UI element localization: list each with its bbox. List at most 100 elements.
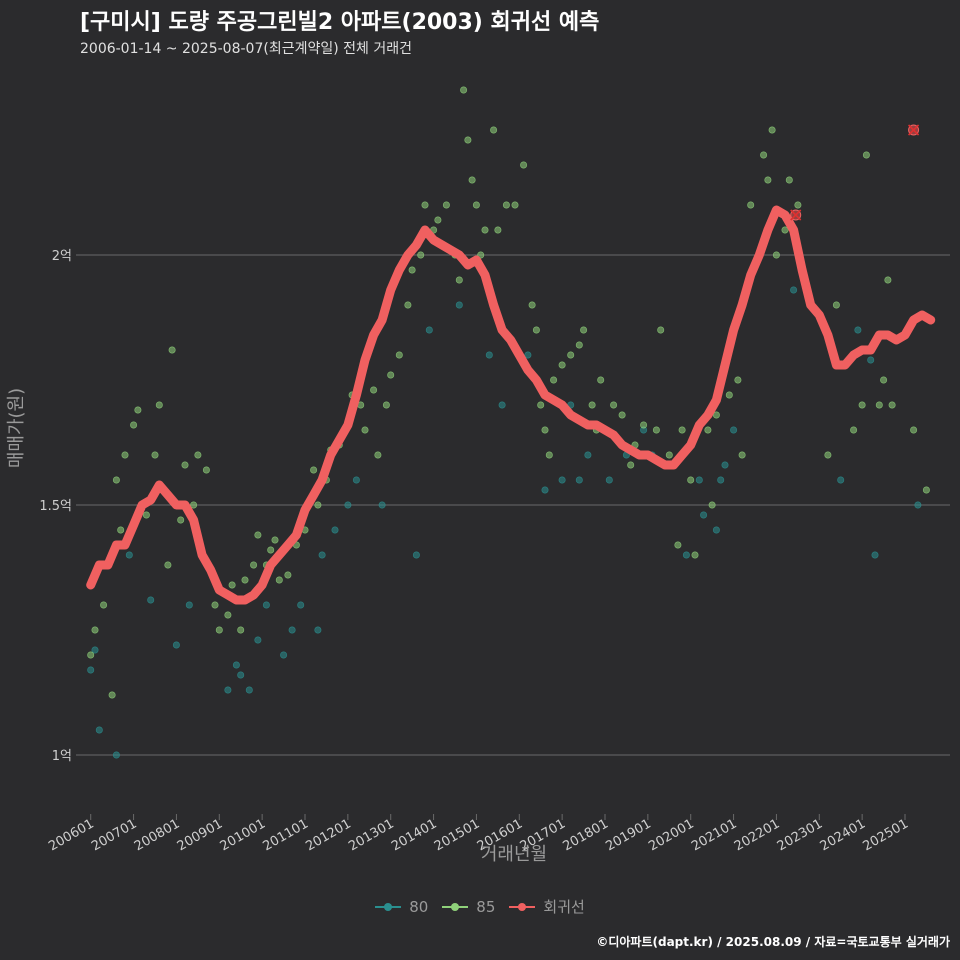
scatter-point-85	[112, 476, 120, 484]
scatter-point-85	[215, 626, 223, 634]
y-tick-label: 1.5억	[39, 499, 72, 514]
scatter-point-85	[181, 461, 189, 469]
scatter-point-85	[502, 201, 510, 209]
scatter-point-85	[164, 561, 172, 569]
scatter-point-85	[665, 451, 673, 459]
legend-label-regression: 회귀선	[543, 898, 585, 916]
scatter-point-85	[760, 151, 768, 159]
scatter-point-80	[721, 461, 729, 469]
scatter-point-80	[485, 351, 493, 359]
scatter-point-80	[558, 476, 566, 484]
scatter-point-85	[370, 386, 378, 394]
scatter-point-80	[378, 501, 386, 509]
scatter-point-85	[678, 426, 686, 434]
scatter-point-80	[717, 476, 725, 484]
scatter-point-85	[314, 501, 322, 509]
x-tick-label: 201401	[389, 816, 439, 854]
scatter-point-85	[597, 376, 605, 384]
scatter-point-80	[498, 401, 506, 409]
scatter-point-85	[580, 326, 588, 334]
scatter-point-85	[275, 576, 283, 584]
scatter-point-85	[361, 426, 369, 434]
scatter-point-85	[520, 161, 528, 169]
scatter-point-85	[785, 176, 793, 184]
scatter-point-85	[618, 411, 626, 419]
x-tick-label: 201801	[561, 816, 611, 854]
scatter-point-85	[627, 461, 635, 469]
axis-layer: 1억1.5억2억20060120070120080120090120100120…	[39, 249, 911, 854]
scatter-point-85	[704, 426, 712, 434]
scatter-point-85	[545, 451, 553, 459]
scatter-point-85	[481, 226, 489, 234]
scatter-point-85	[922, 486, 930, 494]
scatter-point-85	[434, 216, 442, 224]
scatter-point-85	[575, 341, 583, 349]
scatter-point-85	[794, 201, 802, 209]
scatter-point-85	[155, 401, 163, 409]
scatter-point-85	[374, 451, 382, 459]
scatter-point-85	[91, 626, 99, 634]
scatter-point-80	[232, 661, 240, 669]
outlier-marker	[790, 209, 802, 221]
scatter-point-85	[168, 346, 176, 354]
x-tick-label: 202301	[775, 816, 825, 854]
x-tick-label: 202101	[689, 816, 739, 854]
footer-credit: ©디아파트(dapt.kr) / 2025.08.09 / 자료=국토교통부 실…	[596, 935, 950, 949]
x-tick-label: 202201	[732, 816, 782, 854]
legend-item-80[interactable]: 80	[375, 896, 428, 917]
scatter-point-80	[314, 626, 322, 634]
scatter-point-80	[112, 751, 120, 759]
points-layer	[87, 86, 930, 759]
scatter-point-85	[652, 426, 660, 434]
y-axis-label: 매매가(원)	[6, 388, 27, 468]
scatter-point-85	[768, 126, 776, 134]
scatter-point-80	[730, 426, 738, 434]
scatter-point-85	[271, 536, 279, 544]
legend-swatch-80	[375, 901, 402, 913]
legend-label-85: 85	[476, 897, 496, 916]
scatter-point-85	[687, 476, 695, 484]
scatter-point-80	[524, 351, 532, 359]
legend-swatch-85	[442, 901, 469, 913]
scatter-point-85	[134, 406, 142, 414]
scatter-point-80	[605, 476, 613, 484]
scatter-point-85	[674, 541, 682, 549]
scatter-point-80	[352, 476, 360, 484]
legend-label-80: 80	[409, 897, 429, 916]
scatter-point-85	[408, 266, 416, 274]
scatter-point-80	[575, 476, 583, 484]
grid-layer	[80, 254, 950, 756]
scatter-point-85	[708, 501, 716, 509]
scatter-point-85	[117, 526, 125, 534]
x-tick-label: 202001	[646, 816, 696, 854]
scatter-point-85	[382, 401, 390, 409]
scatter-point-80	[125, 551, 133, 559]
legend-item-85[interactable]: 85	[442, 896, 495, 917]
legend-item-regression[interactable]: 회귀선	[509, 896, 585, 917]
scatter-point-80	[288, 626, 296, 634]
scatter-point-85	[421, 201, 429, 209]
scatter-point-85	[528, 301, 536, 309]
scatter-point-80	[712, 526, 720, 534]
scatter-point-85	[464, 136, 472, 144]
scatter-point-85	[734, 376, 742, 384]
scatter-point-80	[854, 326, 862, 334]
scatter-point-85	[738, 451, 746, 459]
scatter-point-85	[537, 401, 545, 409]
scatter-point-85	[725, 391, 733, 399]
scatter-point-85	[657, 326, 665, 334]
scatter-point-80	[541, 486, 549, 494]
scatter-point-85	[747, 201, 755, 209]
scatter-point-85	[417, 251, 425, 259]
scatter-point-80	[867, 356, 875, 364]
outlier-layer	[790, 124, 920, 221]
scatter-point-85	[404, 301, 412, 309]
scatter-point-85	[640, 421, 648, 429]
scatter-point-85	[490, 126, 498, 134]
y-tick-label: 2억	[52, 249, 72, 264]
scatter-point-85	[267, 546, 275, 554]
scatter-point-80	[172, 641, 180, 649]
scatter-point-85	[387, 371, 395, 379]
x-tick-label: 201001	[218, 816, 268, 854]
